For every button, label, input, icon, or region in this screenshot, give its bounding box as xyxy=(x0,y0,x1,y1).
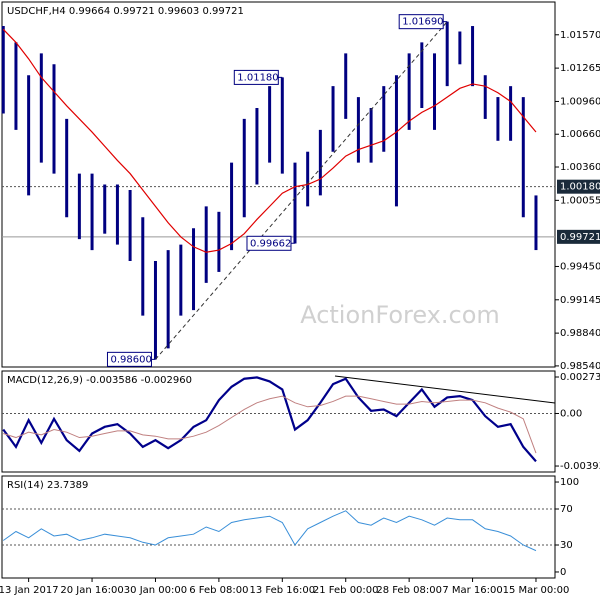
x-tick-label: 13 Jan 2017 xyxy=(0,585,59,596)
y-tick-label: 70 xyxy=(560,504,573,515)
y-tick-label: 0.98540 xyxy=(560,361,600,372)
level-label: 0.99721 xyxy=(560,232,600,243)
annotation-box xyxy=(246,235,292,251)
y-tick-label: 1.01570 xyxy=(560,30,600,41)
price-annotation: 0.99662 xyxy=(246,235,295,251)
price-annotation: 1.01180 xyxy=(233,69,283,85)
price-annotation: 0.98600 xyxy=(106,351,156,367)
y-tick-label: -0.003933 xyxy=(560,461,600,472)
price-annotation: 1.01690 xyxy=(398,14,448,30)
annotation-label: 0.98600 xyxy=(110,354,151,365)
panel-title: RSI(14) 23.7389 xyxy=(7,480,88,491)
macd-trendline xyxy=(334,375,556,404)
x-tick-label: 20 Jan 16:00 xyxy=(60,585,123,596)
annotation-box xyxy=(398,14,444,30)
panel-title: USDCHF,H4 0.99664 0.99721 0.99603 0.9972… xyxy=(7,6,244,17)
level-label: 1.00180 xyxy=(560,182,600,193)
y-tick-label: 0.99145 xyxy=(560,295,600,306)
annotation-box xyxy=(233,69,279,85)
x-tick-label: 7 Mar 16:00 xyxy=(442,585,502,596)
x-tick-label: 6 Feb 08:00 xyxy=(189,585,248,596)
y-tick-label: 1.00055 xyxy=(560,195,600,206)
watermark: ActionForex.com xyxy=(300,301,500,329)
x-tick-label: 13 Feb 16:00 xyxy=(250,585,316,596)
y-tick-label: 0.98840 xyxy=(560,328,600,339)
y-tick-label: 0.00 xyxy=(560,408,582,419)
y-tick-label: 100 xyxy=(560,477,579,488)
x-tick-label: 28 Feb 08:00 xyxy=(376,585,442,596)
indicator-line xyxy=(2,510,537,552)
indicator-line xyxy=(3,395,537,454)
panel-frame xyxy=(1,475,556,579)
annotation-label: 1.01180 xyxy=(237,72,278,83)
panel-frame xyxy=(1,370,556,473)
x-tick-label: 15 Mar 00:00 xyxy=(503,585,570,596)
x-tick-label: 21 Feb 00:00 xyxy=(313,585,379,596)
y-tick-label: 1.00960 xyxy=(560,96,600,107)
panel-title: MACD(12,26,9) -0.003586 -0.002960 xyxy=(7,375,192,386)
moving-average xyxy=(2,28,537,253)
y-tick-label: 1.00660 xyxy=(560,129,600,140)
y-tick-label: 0.99450 xyxy=(560,261,600,272)
level-label-box xyxy=(557,229,600,244)
trendline xyxy=(155,21,448,360)
y-tick-label: 30 xyxy=(560,540,573,551)
level-label-box xyxy=(557,179,600,194)
indicator-line xyxy=(2,376,537,463)
x-tick-label: 30 Jan 00:00 xyxy=(124,585,187,596)
y-tick-label: 1.01265 xyxy=(560,63,600,74)
y-tick-label: 0.002731 xyxy=(560,372,600,383)
annotation-label: 0.99662 xyxy=(250,238,291,249)
y-tick-label: 1.00360 xyxy=(560,162,600,173)
annotation-label: 1.01690 xyxy=(402,17,443,28)
y-tick-label: 0 xyxy=(560,567,566,578)
annotation-box xyxy=(106,351,152,367)
panel-frame xyxy=(1,1,556,368)
